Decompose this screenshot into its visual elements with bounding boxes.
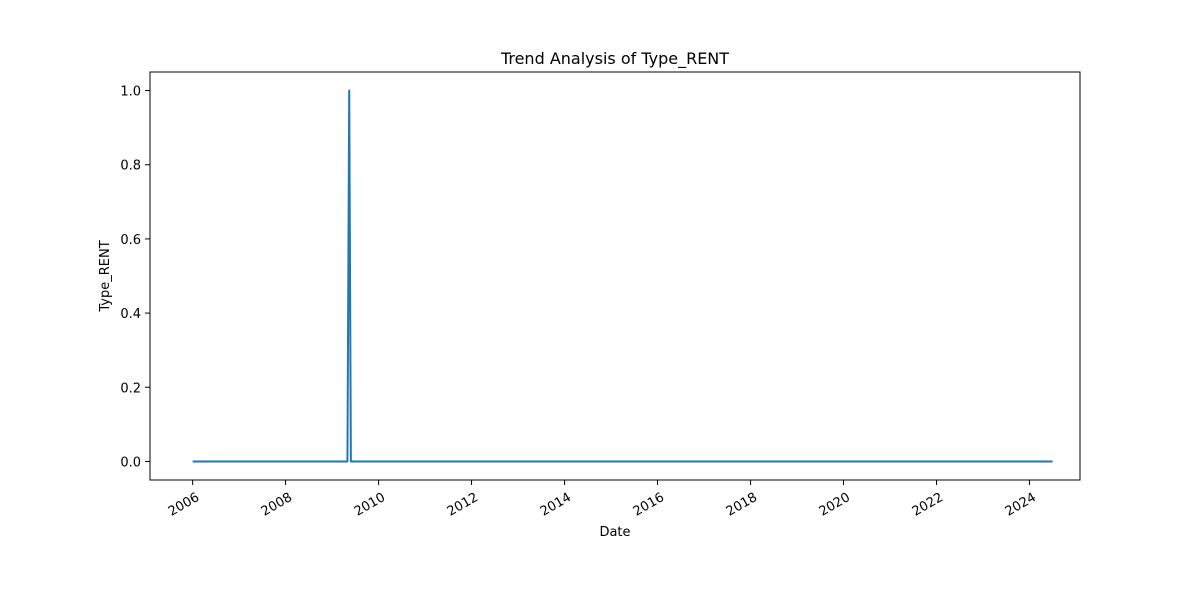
y-axis-label: Type_RENT xyxy=(98,240,113,312)
x-tick-label: 2024 xyxy=(1003,490,1039,520)
y-tick-label: 0.8 xyxy=(120,159,141,174)
x-axis: 2006 2008 2010 2012 2014 2016 2018 2020 2022 2024 xyxy=(166,480,1039,520)
x-tick-label: 2008 xyxy=(259,490,295,520)
chart-title: Trend Analysis of Type_RENT xyxy=(500,49,729,69)
y-tick-label: 1.0 xyxy=(120,85,141,100)
x-axis-label: Date xyxy=(599,525,630,540)
x-tick-label: 2014 xyxy=(538,490,574,520)
y-tick-label: 0.0 xyxy=(120,455,141,470)
y-axis: 0.0 0.2 0.4 0.6 0.8 1.0 xyxy=(120,85,150,470)
plot-frame xyxy=(149,71,1081,481)
series-line xyxy=(192,89,1053,463)
x-tick-label: 2006 xyxy=(166,490,202,520)
series-layer xyxy=(192,89,1053,463)
x-tick-label: 2022 xyxy=(910,490,946,520)
y-tick-label: 0.2 xyxy=(120,381,141,396)
x-tick-label: 2016 xyxy=(631,490,667,520)
x-tick-label: 2010 xyxy=(352,490,388,520)
y-tick-label: 0.6 xyxy=(120,233,141,248)
x-tick-label: 2018 xyxy=(724,490,760,520)
y-tick-label: 0.4 xyxy=(120,307,141,322)
x-tick-label: 2012 xyxy=(445,490,481,520)
x-tick-label: 2020 xyxy=(817,490,853,520)
